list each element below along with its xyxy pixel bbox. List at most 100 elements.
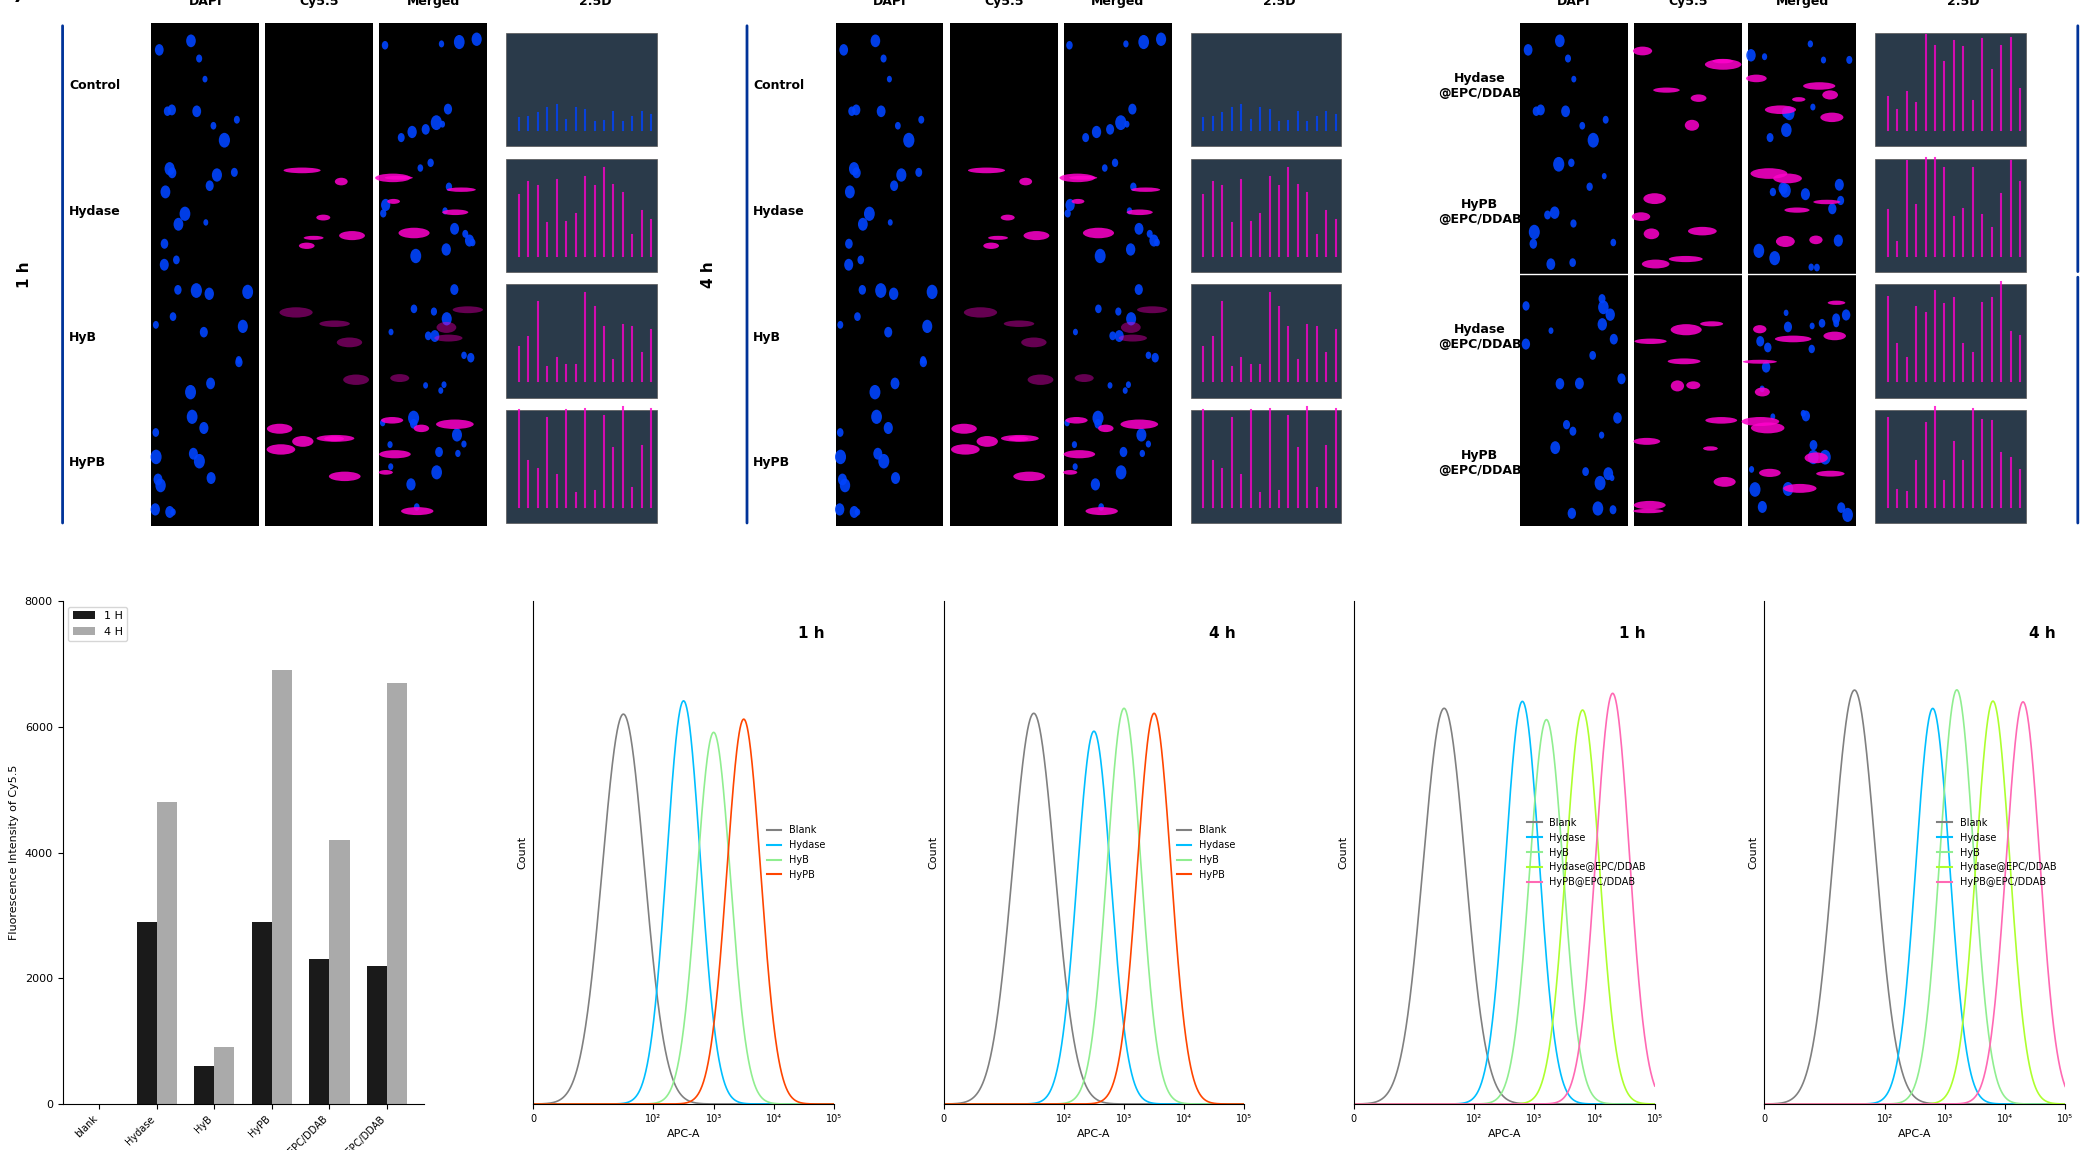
- Ellipse shape: [1750, 168, 1788, 179]
- Ellipse shape: [1750, 482, 1761, 497]
- HyB: [1112, 702, 1137, 715]
- Ellipse shape: [876, 283, 887, 298]
- Ellipse shape: [1706, 417, 1738, 423]
- Ellipse shape: [1784, 207, 1809, 213]
- Text: Merged: Merged: [1775, 0, 1829, 8]
- Blank: [822, 1097, 847, 1111]
- HyB: [1053, 1096, 1078, 1110]
- Line: Hydase: Hydase: [1354, 702, 1654, 1104]
- X-axis label: APC-A: APC-A: [1076, 1129, 1110, 1140]
- Ellipse shape: [1800, 189, 1811, 200]
- Ellipse shape: [1099, 504, 1103, 511]
- Ellipse shape: [1022, 337, 1047, 347]
- Bar: [271, 670, 292, 1104]
- Ellipse shape: [1821, 113, 1844, 122]
- HyB: [1752, 1097, 1777, 1111]
- Blank: [728, 1097, 753, 1111]
- Bar: [1521, 23, 1627, 148]
- Ellipse shape: [1116, 115, 1126, 130]
- Ellipse shape: [897, 168, 907, 182]
- Ellipse shape: [1569, 259, 1575, 267]
- Hydase: [1081, 724, 1106, 738]
- Bar: [1748, 148, 1857, 275]
- Text: Hydase: Hydase: [69, 205, 121, 218]
- Ellipse shape: [1156, 32, 1166, 46]
- Ellipse shape: [319, 321, 350, 327]
- Ellipse shape: [1001, 215, 1014, 221]
- Ellipse shape: [1560, 106, 1571, 117]
- Ellipse shape: [870, 34, 880, 47]
- Ellipse shape: [1112, 159, 1118, 167]
- Bar: [265, 148, 373, 275]
- Ellipse shape: [1606, 308, 1615, 321]
- Ellipse shape: [1533, 107, 1539, 116]
- Ellipse shape: [432, 307, 436, 315]
- Hydase: [522, 1097, 547, 1111]
- Ellipse shape: [1838, 503, 1846, 513]
- Bar: [252, 922, 271, 1104]
- HyPB: [1064, 1097, 1089, 1111]
- Ellipse shape: [1761, 385, 1765, 392]
- Ellipse shape: [200, 327, 209, 337]
- Bar: [156, 803, 177, 1104]
- Ellipse shape: [1838, 196, 1844, 205]
- Ellipse shape: [1827, 300, 1846, 305]
- Line: Hydase: Hydase: [943, 731, 1245, 1104]
- Line: Blank: Blank: [943, 713, 1245, 1104]
- Ellipse shape: [849, 506, 859, 518]
- HyB: [1986, 1080, 2011, 1094]
- Ellipse shape: [1571, 220, 1577, 228]
- Ellipse shape: [211, 122, 217, 130]
- Ellipse shape: [1842, 508, 1852, 522]
- Blank: [1781, 1089, 1806, 1103]
- Ellipse shape: [1779, 183, 1788, 194]
- Ellipse shape: [887, 76, 893, 83]
- Ellipse shape: [920, 356, 926, 363]
- Ellipse shape: [1550, 207, 1560, 218]
- Ellipse shape: [467, 353, 474, 362]
- Hydase: [1577, 1097, 1602, 1111]
- Ellipse shape: [1537, 105, 1546, 115]
- Text: 2.5D: 2.5D: [1948, 0, 1980, 8]
- Ellipse shape: [1147, 230, 1154, 238]
- HyPB: [1166, 959, 1191, 973]
- Ellipse shape: [1821, 56, 1825, 63]
- Ellipse shape: [1598, 319, 1606, 330]
- Ellipse shape: [1108, 382, 1112, 389]
- Hydase@EPC/DDAB: [1873, 1097, 1898, 1111]
- Bar: [1633, 400, 1742, 526]
- Legend: Blank, Hydase, HyB, Hydase@EPC/DDAB, HyPB@EPC/DDAB: Blank, Hydase, HyB, Hydase@EPC/DDAB, HyP…: [1523, 814, 1650, 891]
- Ellipse shape: [964, 307, 997, 317]
- Ellipse shape: [154, 44, 163, 55]
- Ellipse shape: [878, 454, 889, 468]
- HyB: [1642, 1097, 1667, 1111]
- Hydase: [1986, 1097, 2011, 1111]
- Ellipse shape: [436, 420, 474, 429]
- Ellipse shape: [891, 377, 899, 389]
- Ellipse shape: [1671, 324, 1702, 336]
- Line: HyB: HyB: [534, 733, 834, 1104]
- Y-axis label: Count: Count: [517, 836, 528, 869]
- Text: Cy5.5: Cy5.5: [1669, 0, 1708, 8]
- Ellipse shape: [1602, 116, 1608, 124]
- HyB: [653, 1090, 678, 1104]
- Ellipse shape: [438, 40, 444, 47]
- Ellipse shape: [1095, 305, 1101, 313]
- Ellipse shape: [1610, 475, 1615, 481]
- Bar: [388, 683, 407, 1104]
- Ellipse shape: [839, 474, 847, 485]
- Bar: [380, 275, 488, 400]
- Ellipse shape: [884, 327, 893, 337]
- X-axis label: APC-A: APC-A: [1898, 1129, 1932, 1140]
- Bar: [507, 284, 657, 398]
- Bar: [949, 400, 1058, 526]
- Ellipse shape: [442, 207, 448, 214]
- HyB: [1233, 1097, 1258, 1111]
- Text: HyPB: HyPB: [753, 457, 791, 469]
- Hydase: [761, 1097, 786, 1111]
- Line: HyPB: HyPB: [943, 713, 1245, 1104]
- Ellipse shape: [1126, 207, 1133, 214]
- HyB: [1064, 1090, 1089, 1104]
- Ellipse shape: [1072, 463, 1078, 470]
- Ellipse shape: [1784, 482, 1794, 496]
